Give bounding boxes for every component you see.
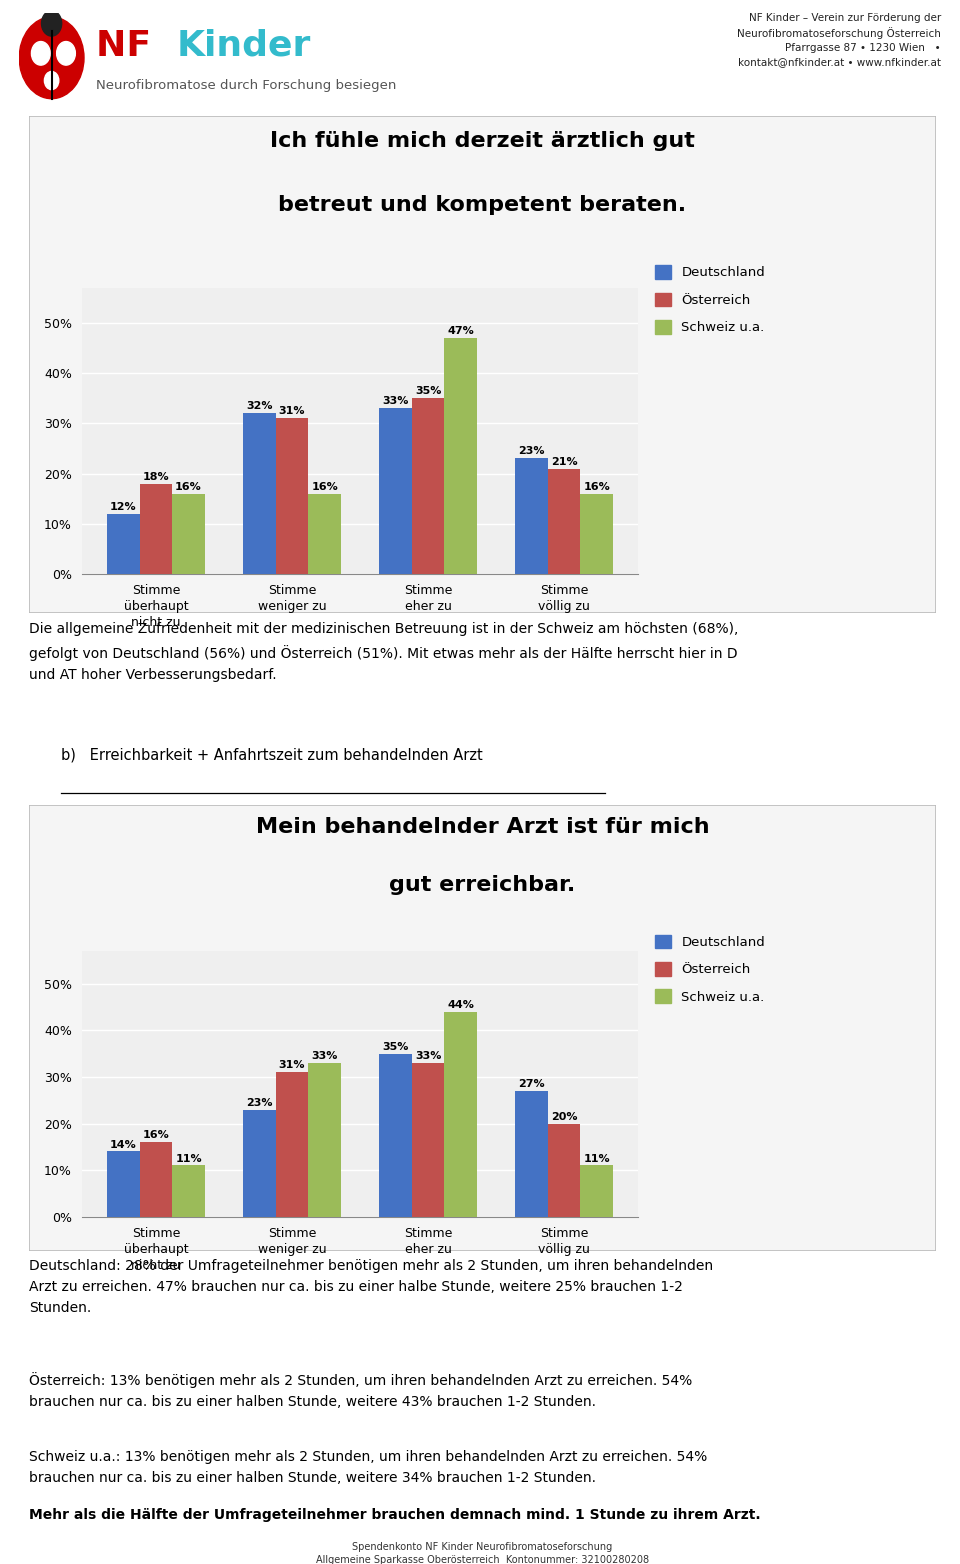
Text: 35%: 35%: [382, 1042, 409, 1051]
Text: Die allgemeine Zufriedenheit mit der medizinischen Betreuung ist in der Schweiz : Die allgemeine Zufriedenheit mit der med…: [29, 622, 738, 682]
Text: gut erreichbar.: gut erreichbar.: [389, 874, 576, 895]
Bar: [379, 408, 412, 574]
FancyBboxPatch shape: [29, 116, 936, 613]
Bar: [412, 1064, 444, 1217]
Text: 31%: 31%: [278, 407, 305, 416]
Text: Österreich: 13% benötigen mehr als 2 Stunden, um ihren behandelnden Arzt zu erre: Österreich: 13% benötigen mehr als 2 Stu…: [29, 1372, 692, 1409]
Text: 20%: 20%: [551, 1112, 577, 1121]
Bar: [444, 1012, 477, 1217]
Text: b)   Erreichbarkeit + Anfahrtszeit zum behandelnden Arzt: b) Erreichbarkeit + Anfahrtszeit zum beh…: [60, 748, 482, 762]
Text: 23%: 23%: [246, 1098, 273, 1107]
Text: 18%: 18%: [143, 472, 169, 482]
Bar: [444, 338, 477, 574]
Text: 47%: 47%: [447, 325, 474, 336]
Bar: [139, 483, 172, 574]
Bar: [107, 513, 139, 574]
Legend: Deutschland, Österreich, Schweiz u.a.: Deutschland, Österreich, Schweiz u.a.: [650, 929, 771, 1009]
Bar: [308, 494, 341, 574]
Bar: [412, 399, 444, 574]
Bar: [276, 1073, 308, 1217]
Bar: [172, 494, 204, 574]
Text: 31%: 31%: [278, 1060, 305, 1070]
Bar: [516, 1090, 548, 1217]
Text: 12%: 12%: [110, 502, 136, 511]
Text: Deutschland: 28% der Umfrageteilnehmer benötigen mehr als 2 Stunden, um ihren be: Deutschland: 28% der Umfrageteilnehmer b…: [29, 1259, 713, 1315]
FancyBboxPatch shape: [29, 805, 936, 1251]
Bar: [516, 458, 548, 574]
Text: 33%: 33%: [382, 396, 409, 407]
Text: Mein behandelnder Arzt ist für mich: Mein behandelnder Arzt ist für mich: [255, 816, 709, 837]
Bar: [243, 413, 276, 574]
Bar: [139, 1142, 172, 1217]
Text: NF: NF: [96, 28, 164, 63]
Bar: [243, 1109, 276, 1217]
Text: 21%: 21%: [551, 457, 577, 466]
Text: NF Kinder – Verein zur Förderung der
Neurofibromatoseforschung Österreich
Pfarrg: NF Kinder – Verein zur Förderung der Neu…: [737, 13, 941, 67]
Text: Kinder: Kinder: [177, 28, 311, 63]
Text: 14%: 14%: [109, 1140, 136, 1150]
Bar: [308, 1064, 341, 1217]
Text: 32%: 32%: [246, 402, 273, 411]
Text: 16%: 16%: [311, 482, 338, 491]
Bar: [581, 1165, 613, 1217]
Text: 33%: 33%: [415, 1051, 442, 1060]
Text: Neurofibromatose durch Forschung besiegen: Neurofibromatose durch Forschung besiege…: [96, 80, 396, 92]
Bar: [172, 1165, 204, 1217]
Text: 44%: 44%: [447, 999, 474, 1010]
Bar: [276, 418, 308, 574]
Text: 35%: 35%: [415, 386, 442, 396]
Text: 16%: 16%: [142, 1131, 169, 1140]
Text: Schweiz u.a.: 13% benötigen mehr als 2 Stunden, um ihren behandelnden Arzt zu er: Schweiz u.a.: 13% benötigen mehr als 2 S…: [29, 1450, 708, 1484]
Text: 23%: 23%: [518, 446, 544, 457]
Text: 16%: 16%: [175, 482, 202, 491]
Circle shape: [19, 17, 84, 99]
Bar: [107, 1151, 139, 1217]
Text: 16%: 16%: [584, 482, 611, 491]
Text: Mehr als die Hälfte der Umfrageteilnehmer brauchen demnach mind. 1 Stunde zu ihr: Mehr als die Hälfte der Umfrageteilnehme…: [29, 1508, 760, 1522]
Bar: [548, 1123, 581, 1217]
Text: 27%: 27%: [518, 1079, 544, 1089]
Circle shape: [57, 42, 75, 66]
Circle shape: [41, 11, 61, 36]
Text: betreut und kompetent beraten.: betreut und kompetent beraten.: [278, 196, 686, 216]
Bar: [548, 469, 581, 574]
Text: 33%: 33%: [311, 1051, 338, 1060]
Text: 11%: 11%: [176, 1154, 202, 1164]
Bar: [581, 494, 613, 574]
Legend: Deutschland, Österreich, Schweiz u.a.: Deutschland, Österreich, Schweiz u.a.: [650, 260, 771, 339]
Text: 11%: 11%: [584, 1154, 610, 1164]
Circle shape: [32, 42, 50, 66]
Text: Ich fühle mich derzeit ärztlich gut: Ich fühle mich derzeit ärztlich gut: [270, 131, 695, 150]
Text: Spendenkonto NF Kinder Neurofibromatoseforschung
Allgemeine Sparkasse Oberösterr: Spendenkonto NF Kinder Neurofibromatosef…: [300, 1542, 665, 1564]
Circle shape: [44, 72, 59, 89]
Bar: [379, 1054, 412, 1217]
